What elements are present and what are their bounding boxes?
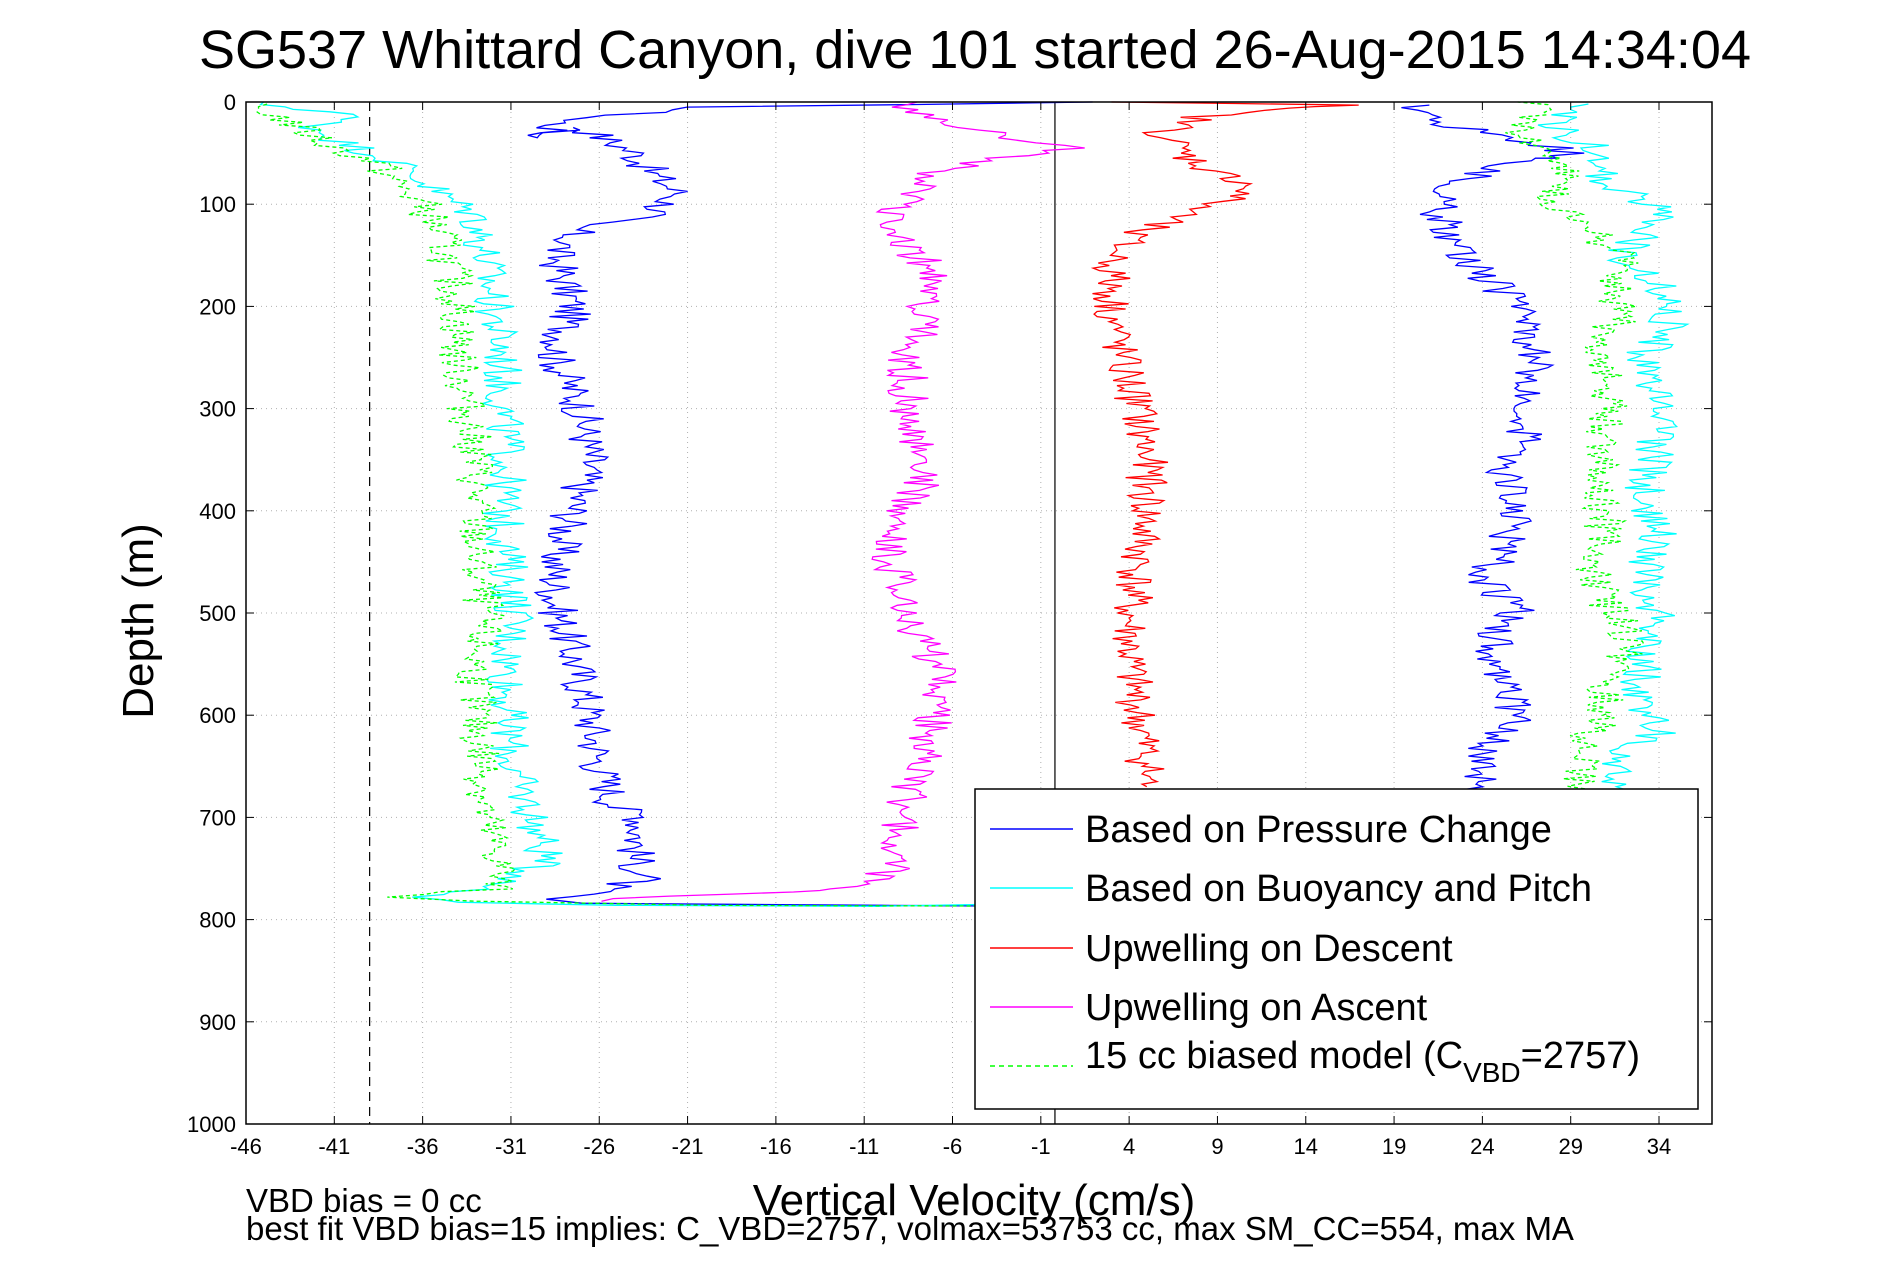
x-tick-label: 9	[1211, 1134, 1223, 1159]
legend-label-pressure: Based on Pressure Change	[1085, 809, 1552, 851]
grid-lines	[245, 101, 1712, 1125]
y-tick-label: 300	[199, 397, 236, 422]
vbd-bias-note: VBD bias = 0 cc	[246, 1182, 482, 1219]
x-tick-label: 19	[1382, 1134, 1406, 1159]
x-tick-label: -16	[760, 1134, 792, 1159]
axis-ticks: -46 -41 -36 -31 -26 -21 -16 -11 -6 -1 4 9 14 19 24 29 34…	[187, 90, 1712, 1159]
series-based-on-buoyancy-and-pitch	[259, 101, 1690, 907]
y-tick-label: 800	[199, 908, 236, 933]
series-upwelling-on-descent	[1090, 101, 1359, 788]
x-tick-label: -1	[1031, 1134, 1051, 1159]
legend-label-ascent: Upwelling on Ascent	[1085, 987, 1428, 1029]
plot-series	[256, 101, 1690, 907]
x-tick-label: -36	[407, 1134, 439, 1159]
y-tick-label: 700	[199, 805, 236, 830]
legend-box	[974, 788, 1699, 1110]
x-tick-label: 14	[1294, 1134, 1318, 1159]
x-tick-label: 4	[1123, 1134, 1135, 1159]
x-axis-label: Vertical Velocity (cm/s)	[753, 1176, 1196, 1225]
y-tick-label: 200	[199, 294, 236, 319]
x-tick-label: -26	[583, 1134, 615, 1159]
x-tick-label: 34	[1647, 1134, 1671, 1159]
y-tick-label: 100	[199, 192, 236, 217]
legend-label-descent: Upwelling on Descent	[1085, 928, 1453, 970]
series-line	[256, 101, 1645, 907]
x-tick-label: -41	[318, 1134, 350, 1159]
series-line	[1090, 101, 1359, 788]
y-tick-label: 400	[199, 499, 236, 524]
y-tick-label: 900	[199, 1010, 236, 1035]
legend: Based on Pressure Change Based on Buoyan…	[974, 788, 1699, 1110]
y-tick-label: 1000	[187, 1112, 236, 1137]
chart-title: SG537 Whittard Canyon, dive 101 started …	[199, 20, 1751, 80]
series-upwelling-on-ascent	[601, 101, 1085, 902]
x-tick-label: 24	[1470, 1134, 1494, 1159]
x-tick-label: -31	[495, 1134, 527, 1159]
y-tick-label: 0	[224, 90, 236, 115]
y-tick-label: 600	[199, 703, 236, 728]
series-based-on-pressure-change	[527, 101, 1585, 907]
y-axis-label: Depth (m)	[114, 523, 163, 719]
best-fit-note: best fit VBD bias=15 implies: C_VBD=2757…	[246, 1210, 1574, 1247]
legend-label-buoyancy: Based on Buoyancy and Pitch	[1085, 868, 1592, 910]
series-line	[601, 101, 1085, 902]
series-15-cc-biased-model-c-vbd-2757-	[256, 101, 1645, 907]
legend-label-model: 15 cc biased model (CVBD=2757)	[1085, 1035, 1640, 1088]
x-tick-label: -6	[943, 1134, 963, 1159]
x-tick-label: -11	[849, 1134, 879, 1159]
x-tick-label: -21	[672, 1134, 704, 1159]
series-line	[527, 101, 1585, 907]
x-tick-label: -46	[230, 1134, 262, 1159]
x-tick-label: 29	[1558, 1134, 1582, 1159]
series-line	[259, 101, 1690, 907]
y-tick-label: 500	[199, 601, 236, 626]
